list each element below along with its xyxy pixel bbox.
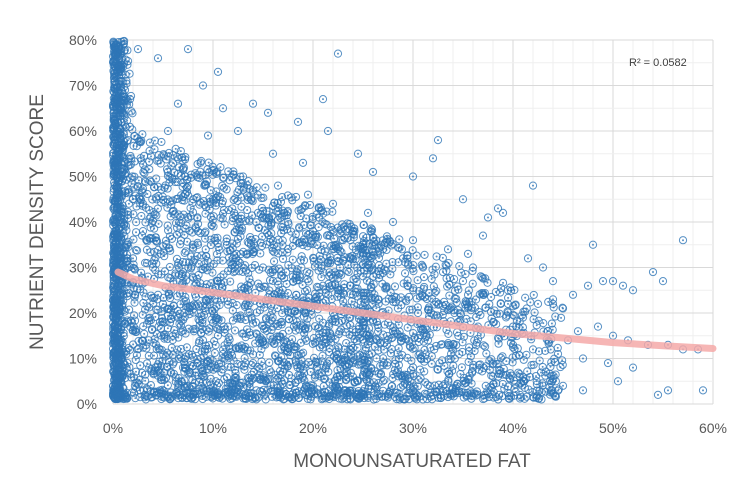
x-tick-label: 20% [299, 420, 327, 436]
y-axis-title: NUTRIENT DENSITY SCORE [27, 94, 48, 350]
x-tick-label: 10% [199, 420, 227, 436]
data-point [508, 358, 517, 367]
data-point [335, 269, 344, 278]
data-point [350, 260, 359, 269]
data-point [132, 383, 141, 392]
data-point [231, 368, 240, 378]
data-point [207, 220, 216, 230]
data-point [176, 146, 185, 156]
data-point [296, 338, 305, 347]
data-point [212, 187, 221, 196]
data-point [413, 276, 422, 285]
y-tick-labels: 0% 10% 20% 30% 40% 50% 60% 70% 80% [69, 32, 97, 412]
data-point [296, 211, 305, 221]
data-point [464, 357, 473, 367]
data-point [422, 354, 432, 364]
data-point [412, 251, 421, 260]
r-squared-label: R² = 0.0582 [629, 57, 687, 69]
data-point [532, 377, 541, 386]
x-tick-label: 60% [699, 420, 727, 436]
data-point [150, 136, 159, 145]
x-tick-label: 0% [103, 420, 123, 436]
x-tick-label: 40% [499, 420, 527, 436]
data-point [343, 266, 352, 275]
y-tick-label: 30% [69, 260, 97, 276]
data-point [479, 341, 488, 350]
data-point [458, 347, 467, 357]
data-point [340, 345, 349, 354]
x-tick-label: 30% [399, 420, 427, 436]
data-point [181, 247, 190, 256]
y-tick-label: 60% [69, 123, 97, 139]
y-tick-label: 40% [69, 214, 97, 230]
x-axis-title: MONOUNSATURATED FAT [293, 451, 531, 472]
y-tick-label: 10% [69, 351, 97, 367]
x-tick-label: 50% [599, 420, 627, 436]
data-point [232, 301, 241, 310]
data-point [483, 278, 492, 287]
data-point [529, 290, 538, 300]
y-tick-label: 50% [69, 169, 97, 185]
data-point [240, 354, 249, 363]
data-point [164, 226, 173, 235]
y-tick-label: 0% [77, 396, 97, 412]
y-tick-label: 80% [69, 32, 97, 48]
data-point [173, 223, 182, 232]
data-point [132, 218, 141, 227]
data-point [430, 270, 439, 279]
y-tick-label: 20% [69, 305, 97, 321]
data-point [328, 207, 337, 216]
data-point [131, 378, 140, 388]
data-point [218, 173, 228, 182]
data-point [490, 306, 499, 315]
data-point [428, 265, 437, 274]
data-point [409, 286, 418, 295]
data-point [353, 269, 362, 278]
data-point [429, 282, 438, 291]
data-point [188, 352, 198, 361]
data-point [131, 367, 141, 376]
data-point [314, 223, 323, 232]
data-point [228, 306, 237, 315]
data-points [108, 36, 708, 404]
y-tick-label: 70% [69, 78, 97, 94]
data-point [274, 264, 284, 273]
data-point [498, 379, 507, 389]
data-point [173, 177, 182, 187]
data-point [206, 186, 215, 195]
data-point [157, 137, 166, 147]
